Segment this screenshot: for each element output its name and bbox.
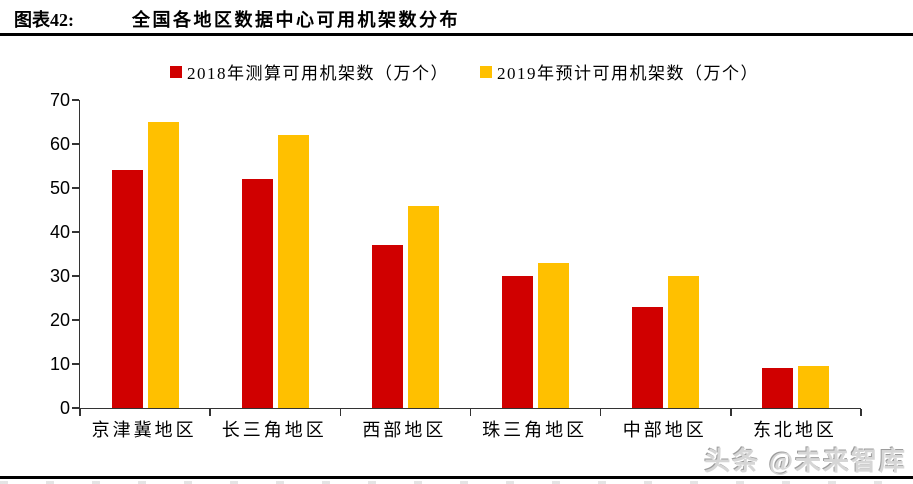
category-label: 长三角地区 — [221, 420, 327, 440]
category-label: 西部地区 — [362, 420, 447, 440]
bar-group — [340, 100, 470, 408]
y-axis-tick-mark — [72, 407, 79, 409]
y-axis-tick-label: 70 — [49, 90, 70, 110]
bar — [241, 179, 273, 408]
y-axis-tick-mark — [72, 363, 79, 365]
y-axis-tick-label: 50 — [49, 178, 70, 198]
bottom-rule — [0, 476, 913, 479]
category-label: 东北地区 — [752, 420, 837, 440]
header-rule — [0, 33, 913, 36]
bar — [538, 262, 570, 408]
legend-swatch-icon — [170, 65, 182, 78]
x-axis-tick-mark — [209, 409, 211, 416]
y-axis-tick-label: 20 — [49, 310, 70, 331]
bar — [371, 245, 403, 408]
x-axis-tick-mark — [339, 409, 342, 416]
y-axis-tick-label: 60 — [49, 134, 70, 154]
bar — [111, 170, 143, 408]
x-axis-category-labels: 京津冀地区 长三角地区 西部地区 珠三角地区 中部地区 东北地区 — [79, 416, 860, 442]
y-axis-tick-label: 0 — [59, 398, 70, 418]
bar — [147, 122, 179, 408]
page-title: 全国各地区数据中心可用机架数分布 — [132, 10, 460, 30]
y-axis-tick-mark — [72, 99, 79, 101]
legend-item: 2019年预计可用机架数（万个） — [480, 59, 759, 84]
legend-label: 2018年测算可用机架数（万个） — [187, 64, 449, 83]
x-axis-tick-mark — [79, 409, 81, 416]
x-axis-tick-mark — [730, 409, 732, 416]
bar — [762, 368, 794, 408]
bar — [277, 135, 309, 408]
plot-area — [72, 99, 862, 416]
bar — [632, 306, 664, 408]
y-axis-tick-mark — [72, 319, 79, 321]
bar — [798, 366, 830, 408]
x-axis-tick-mark — [599, 409, 602, 416]
cutoff-text-remnant — [0, 481, 913, 484]
category-label: 珠三角地区 — [482, 420, 588, 440]
y-axis-labels: 0 10 20 30 40 50 60 70 — [28, 90, 70, 418]
y-axis-tick-label: 40 — [49, 222, 70, 243]
bar-group — [80, 100, 210, 408]
category-label: 中部地区 — [622, 420, 707, 440]
legend-item: 2018年测算可用机架数（万个） — [170, 59, 449, 84]
bar-group — [471, 100, 601, 408]
y-axis-tick-mark — [72, 187, 79, 189]
bar — [407, 205, 439, 408]
bar-group — [731, 100, 861, 408]
bar-group — [601, 100, 731, 408]
bar — [502, 276, 534, 408]
category-label: 京津冀地区 — [91, 420, 197, 440]
watermark: 头条 @未来智库 — [704, 447, 907, 476]
y-axis-tick-label: 30 — [49, 266, 70, 286]
y-axis-tick-mark — [72, 231, 79, 233]
y-axis-tick-mark — [72, 275, 79, 277]
x-axis-tick-mark — [860, 409, 862, 416]
bar — [668, 276, 700, 408]
figure-label: 图表42: — [14, 10, 74, 30]
bar-group — [210, 100, 340, 408]
legend-swatch-icon — [480, 65, 492, 78]
y-axis-tick-mark — [72, 143, 79, 145]
x-axis-tick-mark — [469, 409, 472, 416]
legend-label: 2019年预计可用机架数（万个） — [497, 64, 759, 83]
y-axis-tick-label: 10 — [49, 354, 70, 375]
